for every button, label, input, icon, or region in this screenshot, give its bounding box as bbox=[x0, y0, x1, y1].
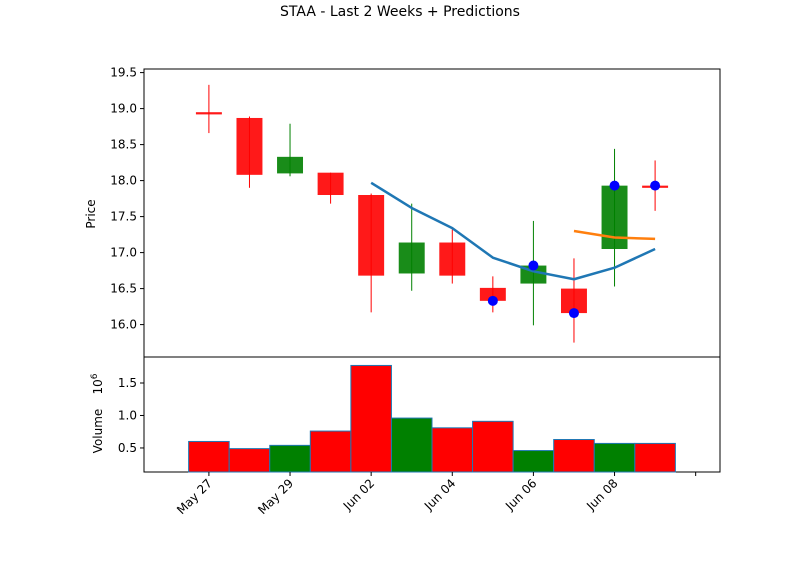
volume-bar bbox=[309, 430, 352, 473]
price-ytick-label: 18.5 bbox=[110, 138, 137, 152]
volume-bar bbox=[269, 444, 311, 473]
price-ytick-label: 19.0 bbox=[110, 102, 137, 116]
volume-ytick-label: 1.0 bbox=[118, 408, 137, 422]
volume-bar bbox=[512, 450, 555, 473]
prediction-marker bbox=[487, 295, 498, 306]
price-ytick-label: 19.5 bbox=[110, 66, 137, 80]
price-ytick-label: 18.0 bbox=[110, 174, 137, 188]
volume-multiplier-label: 106 bbox=[90, 373, 105, 394]
candle-body bbox=[236, 117, 263, 175]
candle-body bbox=[317, 172, 344, 195]
prediction-line-2 bbox=[573, 229, 656, 241]
volume-bar bbox=[390, 417, 433, 473]
prediction-marker bbox=[568, 308, 579, 319]
volume-bar bbox=[634, 442, 676, 473]
prediction-marker bbox=[650, 180, 661, 191]
candle-body bbox=[358, 195, 385, 276]
volume-bar bbox=[553, 439, 595, 473]
price-ytick-label: 16.0 bbox=[110, 318, 137, 332]
candle-body bbox=[398, 242, 425, 274]
candle-body bbox=[195, 112, 222, 115]
candle-body bbox=[439, 242, 466, 276]
price-panel: 16.0 16.5 17.0 17.5 18.0 18.5 19.0 19.5 bbox=[110, 66, 721, 358]
volume-bar bbox=[228, 448, 271, 473]
candle-body bbox=[277, 156, 304, 174]
volume-axis-label: Volume bbox=[91, 409, 105, 454]
volume-bar bbox=[350, 364, 392, 473]
volume-panel: 0.5 1.0 1.5 bbox=[118, 356, 721, 473]
volume-ytick-label: 0.5 bbox=[118, 441, 137, 455]
prediction-marker bbox=[609, 180, 620, 191]
volume-bar bbox=[472, 420, 514, 473]
volume-ytick-label: 1.5 bbox=[118, 376, 137, 390]
prediction-line-1 bbox=[370, 181, 656, 281]
candle-body bbox=[601, 185, 628, 249]
price-ytick-label: 16.5 bbox=[110, 282, 137, 296]
volume-multiplier: 106 bbox=[90, 373, 105, 394]
prediction-marker bbox=[528, 260, 539, 271]
candle-body bbox=[479, 287, 506, 301]
price-ytick-label: 17.0 bbox=[110, 246, 137, 260]
volume-bar bbox=[431, 427, 474, 473]
price-axis-label: Price bbox=[84, 199, 98, 228]
volume-bar bbox=[593, 442, 636, 473]
price-ytick-label: 17.5 bbox=[110, 210, 137, 224]
chart-title: STAA - Last 2 Weeks + Predictions bbox=[280, 4, 520, 20]
volume-bar bbox=[188, 440, 230, 473]
